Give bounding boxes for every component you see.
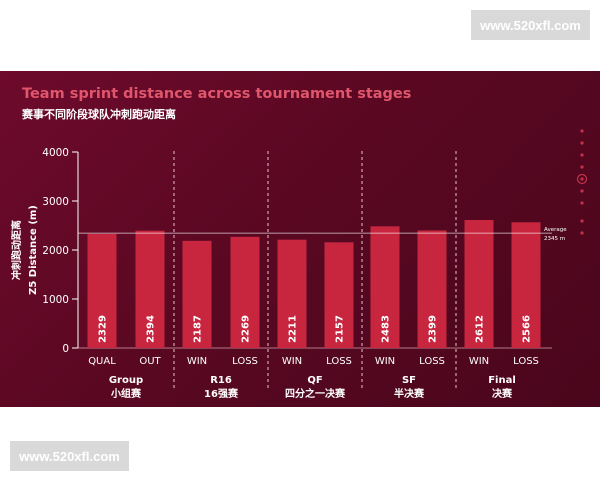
group-label-cn: 决赛 (492, 387, 513, 400)
bar (464, 220, 494, 348)
bar-value-label: 2269 (241, 315, 252, 343)
group-label-cn: 16强赛 (204, 387, 239, 400)
decor-dot (580, 141, 584, 145)
decor-dot (580, 189, 584, 193)
bar-value-label: 2399 (428, 315, 439, 343)
y-tick-label: 2000 (42, 245, 69, 257)
x-tick-label: WIN (375, 356, 395, 367)
bar (277, 239, 307, 348)
bar (230, 236, 260, 348)
y-tick-label: 0 (62, 343, 69, 355)
group-label-cn: 半决赛 (394, 387, 425, 400)
average-value-label: 2345 m (544, 236, 565, 242)
decor-dot (580, 219, 584, 223)
x-tick-label: LOSS (419, 356, 445, 367)
bar (417, 230, 447, 348)
bar (324, 242, 354, 348)
group-label: SF (402, 375, 416, 386)
chart-subtitle: 赛事不同阶段球队冲刺跑动距离 (22, 108, 176, 121)
bar (87, 233, 117, 348)
x-tick-label: QUAL (88, 356, 116, 367)
watermark-bottom: www.520xfl.com (10, 441, 129, 471)
y-tick-label: 1000 (42, 294, 69, 306)
x-tick-label: LOSS (232, 356, 258, 367)
bar-value-label: 2566 (522, 315, 533, 343)
y-tick-label: 3000 (42, 196, 69, 208)
group-label: Group (109, 375, 143, 386)
bar-value-label: 2187 (193, 315, 204, 343)
bar (182, 240, 212, 348)
y-axis-title-cn: 冲刺跑动距离 (10, 220, 23, 280)
bar-value-label: 2612 (475, 315, 486, 343)
x-tick-label: OUT (139, 356, 161, 367)
bar-value-label: 2483 (381, 315, 392, 343)
group-label: R16 (210, 375, 232, 386)
chart-panel: Team sprint distance across tournament s… (0, 71, 600, 407)
bar-value-label: 2329 (98, 315, 109, 343)
x-tick-label: WIN (282, 356, 302, 367)
bar-value-label: 2211 (288, 315, 299, 343)
x-tick-label: LOSS (513, 356, 539, 367)
bar (370, 226, 400, 348)
chart-title: Team sprint distance across tournament s… (22, 86, 412, 102)
decor-dot (580, 201, 584, 205)
decor-dot (580, 231, 584, 235)
bar-value-label: 2394 (146, 315, 157, 343)
group-label-cn: 小组赛 (110, 387, 142, 400)
y-axis-title: Z5 Distance (m) (28, 205, 39, 295)
y-tick-label: 4000 (42, 147, 69, 159)
x-tick-label: WIN (469, 356, 489, 367)
group-label: Final (488, 375, 516, 386)
bar (135, 230, 165, 348)
group-label: QF (307, 375, 322, 386)
bar (511, 222, 541, 348)
decor-dot (580, 177, 584, 181)
x-tick-label: WIN (187, 356, 207, 367)
decor-dot (580, 165, 584, 169)
decor-dot (580, 153, 584, 157)
decor-dot (580, 129, 584, 133)
average-label: Average (544, 227, 567, 233)
watermark-top: www.520xfl.com (471, 10, 590, 40)
x-tick-label: LOSS (326, 356, 352, 367)
bar-value-label: 2157 (335, 315, 346, 343)
decor-ring (576, 173, 588, 185)
group-label-cn: 四分之一决赛 (285, 387, 346, 400)
bar-chart: 冲刺跑动距离 Z5 Distance (m) 0 1000 2000 3000 4000 23… (10, 129, 588, 400)
